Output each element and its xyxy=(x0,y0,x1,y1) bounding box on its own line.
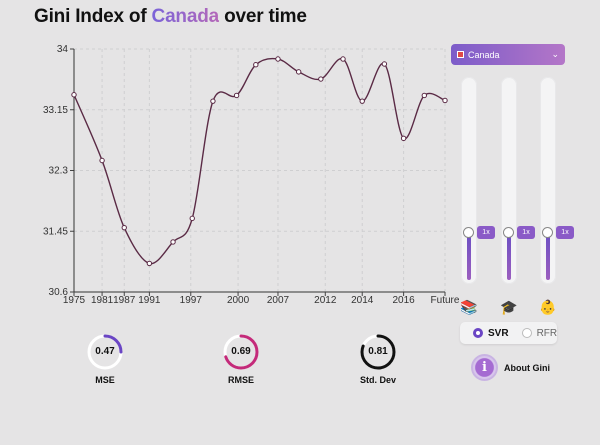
x-tick-label: 2007 xyxy=(267,295,290,306)
y-tick-label: 33.15 xyxy=(43,105,68,116)
metric-ring xyxy=(360,334,396,370)
data-point xyxy=(381,61,388,67)
slider-track-baby[interactable] xyxy=(540,77,556,284)
model-option-label: SVR xyxy=(488,327,509,339)
country-select[interactable]: Canada ⌄ xyxy=(451,44,565,65)
data-point xyxy=(359,98,365,104)
x-tick-label: 2016 xyxy=(392,295,415,306)
radio-selected-icon xyxy=(473,328,483,338)
data-point xyxy=(146,260,153,267)
x-tick-label: 1987 xyxy=(113,295,136,306)
model-option-svr[interactable]: SVR xyxy=(473,328,509,339)
title-prefix: Gini Index of xyxy=(34,6,152,27)
model-toggle[interactable]: SVR RFR xyxy=(460,322,557,344)
x-tick-label: Future xyxy=(431,295,460,306)
x-tick-label: 1975 xyxy=(63,295,86,306)
metric-label: MSE xyxy=(95,375,115,385)
metric-label: RMSE xyxy=(227,375,254,385)
metric-value: 0.47 xyxy=(95,346,115,357)
data-point xyxy=(442,97,448,104)
model-option-rfr[interactable]: RFR xyxy=(521,327,558,339)
data-point xyxy=(170,239,176,245)
data-point xyxy=(275,56,281,62)
metric-label: Std. Dev xyxy=(359,375,396,385)
data-point xyxy=(295,69,302,75)
slider-value-badge: 1x xyxy=(477,226,495,240)
metric-value: 0.69 xyxy=(231,346,251,357)
x-tick-label: 2014 xyxy=(351,295,374,306)
metric-ring xyxy=(87,334,123,370)
page-title: Gini Index of Canada over time xyxy=(34,6,307,28)
data-point xyxy=(400,135,407,142)
model-option-label: RFR xyxy=(536,327,558,339)
title-suffix: over time xyxy=(218,6,307,27)
about-gini-button[interactable]: i About Gini xyxy=(471,354,550,381)
info-icon: i xyxy=(471,354,498,381)
y-tick-label: 31.45 xyxy=(43,226,68,237)
metric-std-dev: 0.81 Std. Dev xyxy=(348,332,408,385)
metric-value: 0.81 xyxy=(368,346,388,357)
country-select-value: Canada xyxy=(468,49,500,60)
x-tick-label: 2012 xyxy=(314,295,337,306)
y-tick-label: 32.3 xyxy=(49,166,69,177)
slider-fill xyxy=(467,233,471,280)
data-point xyxy=(210,98,216,104)
baby-icon: 👶 xyxy=(539,299,557,315)
gini-series-line xyxy=(73,57,446,265)
y-tick-label: 34 xyxy=(57,44,69,55)
metric-mse: 0.47 MSE xyxy=(75,332,135,385)
slider-thumb[interactable] xyxy=(463,227,474,239)
metric-ring xyxy=(223,334,259,370)
data-point xyxy=(421,92,428,99)
slider-thumb[interactable] xyxy=(542,227,553,239)
data-point xyxy=(189,215,195,222)
x-tick-label: 1981 xyxy=(91,295,114,306)
data-point xyxy=(99,157,105,164)
data-point xyxy=(318,76,324,82)
about-gini-label: About Gini xyxy=(504,362,550,373)
data-point xyxy=(233,92,240,99)
slider-fill xyxy=(546,233,550,280)
data-point xyxy=(71,92,77,98)
chevron-down-icon: ⌄ xyxy=(551,49,559,59)
slider-fill xyxy=(507,233,511,280)
x-tick-label: 1991 xyxy=(138,295,161,306)
y-tick-label: 30.6 xyxy=(49,287,69,298)
x-tick-label: 1997 xyxy=(180,295,203,306)
radio-unselected-icon xyxy=(521,328,532,338)
data-point xyxy=(253,62,259,68)
x-tick-label: 2000 xyxy=(227,295,250,306)
data-point xyxy=(121,224,127,231)
slider-track-books[interactable] xyxy=(461,77,477,284)
title-country: Canada xyxy=(151,6,220,27)
books-icon: 📚 xyxy=(460,299,478,315)
slider-value-badge: 1x xyxy=(556,226,574,240)
flag-icon xyxy=(457,51,464,58)
graduation-icon: 🎓 xyxy=(500,299,518,315)
data-point xyxy=(340,56,346,62)
slider-track-graduation[interactable] xyxy=(501,77,517,284)
slider-thumb[interactable] xyxy=(503,227,514,239)
metric-rmse: 0.69 RMSE xyxy=(211,332,271,385)
slider-value-badge: 1x xyxy=(517,226,535,240)
